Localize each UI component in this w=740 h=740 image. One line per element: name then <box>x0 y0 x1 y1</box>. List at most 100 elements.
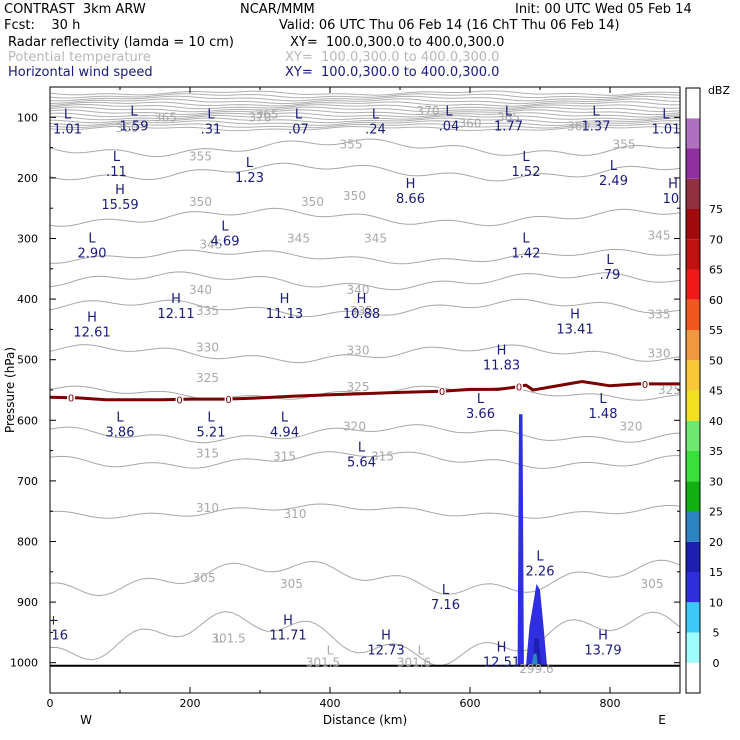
wind-extremum-value: 1.01 <box>53 122 82 137</box>
theta-contour-label: 360 <box>459 116 482 130</box>
wind-extremum-marker: H <box>115 183 125 198</box>
isentrope-line-upper <box>50 98 680 105</box>
wind-extremum-marker: L <box>372 107 380 122</box>
colorbar-swatch <box>686 299 700 330</box>
theta-contour-label: 350 <box>343 189 366 203</box>
wind-extremum-value: .07 <box>288 122 309 137</box>
wind-extremum-marker: L <box>221 219 229 234</box>
reflectivity-shade <box>517 414 524 666</box>
wind-extremum-value: 13.79 <box>584 643 621 658</box>
colorbar-swatch <box>686 511 700 542</box>
title-model: CONTRAST 3km ARW <box>4 2 146 17</box>
wind-extremum-value: .11 <box>106 165 127 180</box>
theta-contour-label: 355 <box>189 150 212 164</box>
wind-extremum-value: 1.48 <box>589 407 618 422</box>
theta-contour-label: 325 <box>347 380 370 394</box>
isentrope-line-upper <box>50 120 680 127</box>
wind-extremum-value: 3.16 <box>39 628 68 643</box>
colorbar-tick-label: 55 <box>709 324 723 337</box>
theta-extremum-mark: L <box>418 644 425 658</box>
wind-extremum-value: 12.61 <box>73 325 110 340</box>
wind-extremum-value: 2.26 <box>526 565 555 580</box>
wind-extremum-marker: H <box>171 292 181 307</box>
x-end-label-west: W <box>80 713 92 727</box>
colorbar-tick-label: 45 <box>709 385 723 398</box>
wind-extremum-value: 1.59 <box>120 119 149 134</box>
reflectivity-shade <box>526 583 547 666</box>
wind-extremum-marker: L <box>477 392 485 407</box>
title-fcst: Fcst: 30 h <box>4 18 81 33</box>
colorbar-swatch <box>686 118 700 149</box>
theta-contour-label: 365 <box>154 110 177 124</box>
theta-contour-label: 345 <box>200 238 223 252</box>
wind-extremum-value: .04 <box>439 119 460 134</box>
colorbar-unit-label: dBZ <box>708 84 731 97</box>
wind-extremum-value: 3.66 <box>466 407 495 422</box>
freezing-level-label: 0 <box>68 394 74 405</box>
colorbar-tick-label: 35 <box>709 445 723 458</box>
wind-extremum-value: .31 <box>201 122 222 137</box>
colorbar-tick-label: 25 <box>709 506 723 519</box>
y-tick-label: 500 <box>17 354 38 367</box>
theta-contour-label: 325 <box>658 383 681 397</box>
freezing-level-label: 0 <box>516 382 522 393</box>
wind-extremum-marker: H <box>497 641 507 656</box>
theta-contour-label: 310 <box>196 501 219 515</box>
isentrope-line-upper <box>50 93 680 99</box>
theta-contour-label: 370 <box>249 110 272 124</box>
wind-extremum-marker: L <box>606 253 614 268</box>
wind-extremum-value: 5.64 <box>347 456 376 471</box>
theta-contour-label: 360 <box>116 121 139 135</box>
x-tick-label: 200 <box>180 697 201 710</box>
theta-contour-label: 315 <box>273 450 296 464</box>
wind-extremum-marker: L <box>281 410 289 425</box>
theta-contour-label: 301.5 <box>306 656 340 670</box>
freezing-level-line <box>50 379 680 402</box>
colorbar-tick-label: 0 <box>713 657 720 670</box>
wind-extremum-value: 1.01 <box>652 122 681 137</box>
wind-extremum-marker: L <box>88 232 96 247</box>
theta-contour-label: 370 <box>417 104 440 118</box>
wind-extremum-value: 8.66 <box>396 192 425 207</box>
wind-extremum-marker: + <box>48 613 59 628</box>
wind-extremum-marker: L <box>522 150 530 165</box>
wind-extremum-value: 5.21 <box>197 425 226 440</box>
isentrope-line <box>50 162 680 182</box>
colorbar-tick-label: 20 <box>709 536 723 549</box>
title-center: NCAR/MMM <box>240 2 315 17</box>
isentrope-line-upper <box>50 112 680 118</box>
theta-contour-label: 345 <box>364 232 387 246</box>
theta-contour-label: 320 <box>343 419 366 433</box>
wind-extremum-marker: L <box>130 104 138 119</box>
y-tick-label: 400 <box>17 293 38 306</box>
wind-extremum-marker: H <box>381 628 391 643</box>
colorbar-swatch <box>686 541 700 572</box>
wind-extremum-marker: L <box>522 232 530 247</box>
theta-contour-label: 315 <box>371 450 394 464</box>
freezing-level-label: 0 <box>439 387 445 398</box>
theta-contour-label: 350 <box>301 195 324 209</box>
colorbar: 0 5 10 15 20 25 30 35 40 45 50 55 60 65 70 75 dBZ <box>685 84 731 694</box>
colorbar-tick-label: 5 <box>713 627 720 640</box>
isentrope-line-upper <box>50 101 680 107</box>
wind-extremum-marker: L <box>116 410 124 425</box>
colorbar-swatch <box>686 602 700 633</box>
colorbar-tick-label: 30 <box>709 475 723 488</box>
wind-extremum-value: 2.49 <box>599 174 628 189</box>
theta-contour-label: 355 <box>613 138 636 152</box>
colorbar-tick-label: 60 <box>709 294 723 307</box>
colorbar-swatch <box>686 330 700 361</box>
wind-extremum-value: 7.16 <box>431 598 460 613</box>
colorbar-swatch <box>686 360 700 391</box>
isentrope-line-upper <box>50 103 680 110</box>
field-name-reflectivity: Radar reflectivity (lamda = 10 cm) <box>8 35 234 50</box>
field-name-theta: Potential temperature <box>8 50 151 65</box>
wind-extremum-value: 12.51 <box>483 656 520 671</box>
wind-extremum-marker: L <box>64 107 72 122</box>
y-tick-label: 600 <box>17 414 38 427</box>
isentrope-line <box>50 559 680 597</box>
isentrope-line <box>50 248 680 265</box>
theta-contour-label: 335 <box>350 304 373 318</box>
colorbar-tick-label: 65 <box>709 264 723 277</box>
